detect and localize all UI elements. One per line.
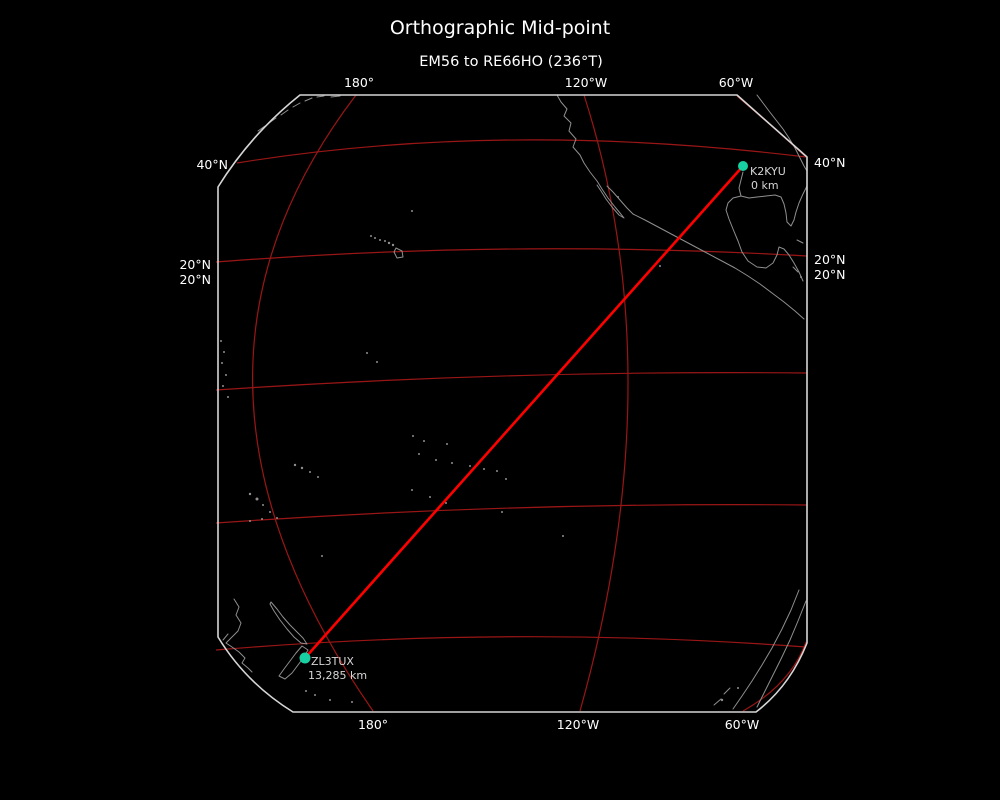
tick-label-right-20n-b: 20°N — [814, 267, 846, 282]
coastline-gulf-inland — [738, 171, 744, 197]
destination-station-marker — [299, 652, 311, 664]
coastline-tasmania-dash — [222, 633, 229, 641]
map-border — [217, 94, 808, 713]
coastline-gulf-of-mexico — [725, 185, 808, 282]
graticule — [215, 94, 808, 712]
origin-station-marker — [738, 161, 748, 171]
coastline-cuba — [796, 239, 804, 244]
parallel-40n — [236, 139, 807, 164]
tick-label-left-40n: 40°N — [196, 157, 228, 172]
tick-label-bottom-180: 180° — [358, 717, 388, 732]
destination-station-label: ZL3TUX 13,285 km — [308, 655, 367, 682]
coastline-caribbean — [792, 266, 799, 273]
tick-label-bottom-120w: 120°W — [557, 717, 599, 732]
coastline-nz-north-island — [269, 601, 308, 645]
coastline-south-america-west — [732, 589, 800, 710]
axis-labels: 180° 120°W 60°W 180° 120°W 60°W 40°N 20°… — [179, 75, 845, 732]
meridian-60w-lower — [742, 641, 807, 712]
coastline-north-america-west — [556, 94, 625, 219]
parallel-equator — [215, 372, 808, 391]
meridian-180 — [251, 94, 374, 712]
parallel-40s — [215, 636, 807, 651]
destination-distance: 13,285 km — [308, 669, 367, 682]
island-dots — [220, 196, 802, 703]
tick-label-left-20n-a: 20°N — [179, 257, 211, 272]
origin-callsign: K2KYU — [750, 165, 786, 178]
great-circle-path — [303, 164, 745, 660]
coastline-australia-fragment — [225, 598, 253, 673]
parallel-20n — [215, 248, 808, 263]
page-subtitle: EM56 to RE66HO (236°T) — [419, 54, 603, 70]
origin-distance: 0 km — [751, 179, 779, 192]
coastline-chile-archipelago — [713, 687, 731, 706]
page-title: Orthographic Mid-point — [390, 17, 610, 39]
coastlines — [220, 94, 808, 710]
coastline-gulf-of-california — [606, 185, 634, 215]
tick-label-top-120w: 120°W — [565, 75, 607, 90]
tick-label-right-20n-a: 20°N — [814, 252, 846, 267]
coastline-hawaii-big-island — [393, 247, 404, 259]
destination-callsign: ZL3TUX — [311, 655, 354, 668]
coastline-mexico-pacific — [632, 213, 805, 320]
coastline-aleutians — [257, 95, 341, 132]
tick-label-left-20n-b: 20°N — [179, 272, 211, 287]
coastline-us-atlantic — [756, 94, 808, 172]
meridian-120w — [579, 94, 629, 712]
coastline-south-america-inner — [756, 600, 807, 708]
origin-station-label: K2KYU 0 km — [750, 165, 786, 192]
tick-label-bottom-60w: 60°W — [725, 717, 760, 732]
tick-label-top-60w: 60°W — [719, 75, 754, 90]
tick-label-right-40n: 40°N — [814, 155, 846, 170]
tick-label-top-180: 180° — [344, 75, 374, 90]
parallel-20s — [215, 504, 808, 524]
